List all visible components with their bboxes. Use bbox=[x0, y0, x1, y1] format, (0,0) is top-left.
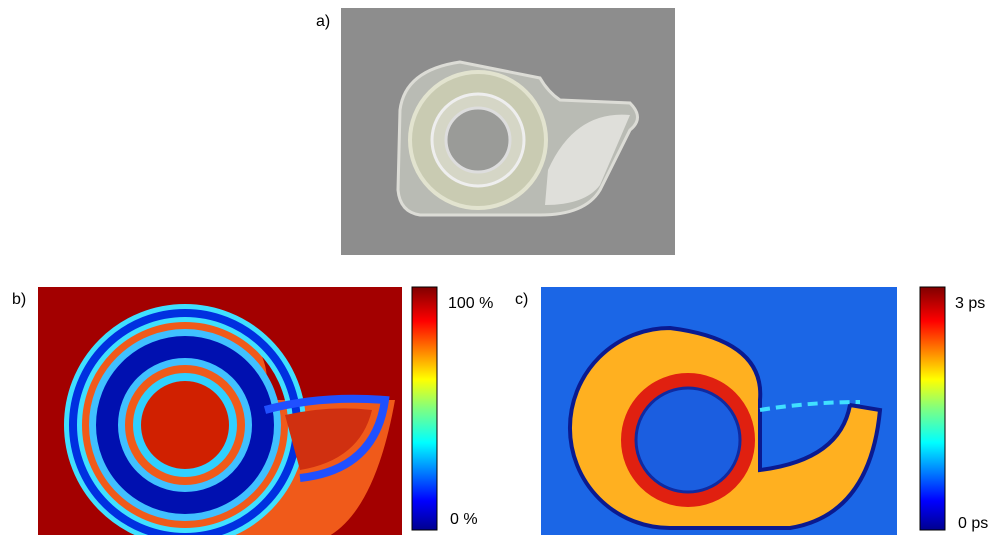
amplitude-map bbox=[38, 287, 402, 537]
figure: a) b) 100 % 0 % c) 3 ps 0 ps bbox=[0, 0, 998, 537]
photo bbox=[341, 8, 675, 255]
colorbar bbox=[412, 287, 437, 530]
colorbar-label: 0 % bbox=[450, 511, 478, 528]
delay-map bbox=[541, 287, 897, 535]
colorbar-label: 100 % bbox=[448, 295, 493, 312]
colorbar-label: 3 ps bbox=[955, 295, 985, 312]
panel-label: a) bbox=[316, 13, 330, 30]
colorbar-label: 0 ps bbox=[958, 515, 988, 532]
colorbar bbox=[920, 287, 945, 530]
panel-label: c) bbox=[515, 291, 528, 308]
panel-label: b) bbox=[12, 291, 26, 308]
